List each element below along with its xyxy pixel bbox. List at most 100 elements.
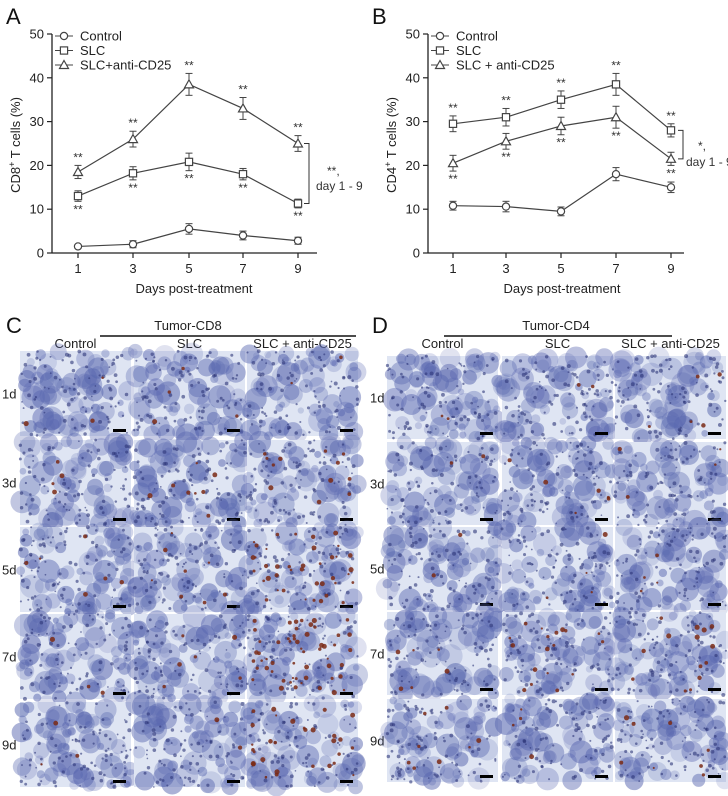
nucleus-dot xyxy=(208,351,212,355)
nucleus-dot xyxy=(188,550,192,553)
nucleus-dot xyxy=(137,559,141,563)
tissue-blob xyxy=(117,644,124,651)
nucleus-dot xyxy=(285,735,290,740)
nucleus-dot xyxy=(249,496,254,501)
nucleus-dot xyxy=(136,428,140,431)
tissue-blob xyxy=(615,518,633,536)
nucleus-dot xyxy=(213,598,217,603)
nucleus-dot xyxy=(265,414,268,417)
nucleus-dot xyxy=(53,375,58,380)
nucleus-dot xyxy=(543,667,547,671)
nucleus-dot xyxy=(665,446,667,449)
nucleus-dot xyxy=(288,744,292,747)
nucleus-dot xyxy=(518,415,521,418)
nucleus-dot xyxy=(72,382,76,386)
nucleus-dot xyxy=(28,512,32,516)
tissue-blob xyxy=(106,576,113,584)
tissue-blob xyxy=(219,602,227,610)
nucleus-dot xyxy=(617,688,620,691)
y-axis-label-main: CD8 xyxy=(8,167,23,193)
tissue-blob xyxy=(180,604,188,612)
tissue-blob xyxy=(344,636,367,659)
panel-letter-d: D xyxy=(372,313,388,338)
tissue-blob xyxy=(156,532,180,556)
nucleus-dot xyxy=(262,645,266,648)
micrograph-tile xyxy=(125,342,247,447)
nucleus-dot xyxy=(239,500,242,502)
nucleus-dot xyxy=(267,474,270,477)
nucleus-dot xyxy=(710,477,713,480)
tissue-blob xyxy=(395,353,407,364)
tissue-blob xyxy=(210,554,224,569)
stained-cell xyxy=(264,598,269,602)
tissue-blob xyxy=(138,464,156,482)
nucleus-dot xyxy=(139,625,144,630)
tissue-blob xyxy=(410,374,424,389)
nucleus-dot xyxy=(280,754,285,759)
stained-cell xyxy=(332,733,337,739)
tissue-blob xyxy=(315,669,322,676)
nucleus-dot xyxy=(504,600,506,603)
nucleus-dot xyxy=(253,467,257,471)
tissue-blob xyxy=(298,582,313,597)
nucleus-dot xyxy=(420,402,425,407)
tissue-blob xyxy=(55,615,74,633)
nucleus-dot xyxy=(591,686,596,691)
nucleus-dot xyxy=(304,581,307,584)
nucleus-dot xyxy=(616,360,620,364)
tissue-blob xyxy=(45,653,60,668)
stained-cell xyxy=(265,575,271,581)
tissue-blob xyxy=(157,615,166,624)
nucleus-dot xyxy=(450,481,455,486)
nucleus-dot xyxy=(613,490,618,494)
nucleus-dot xyxy=(511,413,515,418)
tissue-blob xyxy=(263,713,284,735)
nucleus-dot xyxy=(627,386,630,389)
nucleus-dot xyxy=(517,421,520,424)
tissue-blob xyxy=(385,547,396,557)
nucleus-dot xyxy=(630,382,635,387)
tissue-blob xyxy=(117,399,124,406)
nucleus-dot xyxy=(609,480,612,484)
nucleus-dot xyxy=(478,481,482,484)
stained-cell xyxy=(641,648,646,654)
nucleus-dot xyxy=(29,405,34,410)
nucleus-dot xyxy=(415,480,418,484)
nucleus-dot xyxy=(204,606,207,609)
tissue-blob xyxy=(175,431,198,453)
nucleus-dot xyxy=(246,549,249,552)
nucleus-dot xyxy=(121,696,125,700)
nucleus-dot xyxy=(73,494,77,498)
tissue-blob xyxy=(77,452,93,467)
nucleus-dot xyxy=(224,467,228,470)
tissue-blob xyxy=(333,401,340,408)
micrograph-tile xyxy=(127,518,253,624)
tissue-blob xyxy=(677,364,700,387)
nucleus-dot xyxy=(343,387,346,390)
stained-cell xyxy=(689,688,693,692)
stained-cell xyxy=(260,659,263,662)
nucleus-dot xyxy=(491,643,495,647)
tissue-blob xyxy=(87,357,109,379)
nucleus-dot xyxy=(422,405,427,409)
nucleus-dot xyxy=(173,536,176,539)
nucleus-dot xyxy=(84,506,87,509)
tissue-blob xyxy=(617,482,627,492)
tissue-blob xyxy=(646,618,659,631)
tissue-blob xyxy=(197,358,216,377)
tissue-blob xyxy=(208,360,226,377)
nucleus-dot xyxy=(21,421,25,424)
tissue-blob xyxy=(284,539,296,551)
nucleus-dot xyxy=(313,411,317,414)
tissue-blob xyxy=(97,549,107,559)
tissue-blob xyxy=(660,357,683,380)
stained-cell xyxy=(337,752,341,756)
nucleus-dot xyxy=(307,447,310,450)
tissue-blob xyxy=(276,362,301,387)
nucleus-dot xyxy=(425,623,430,628)
nucleus-dot xyxy=(71,681,74,685)
nucleus-dot xyxy=(204,668,209,673)
nucleus-dot xyxy=(528,420,533,425)
nucleus-dot xyxy=(297,515,302,520)
nucleus-dot xyxy=(389,643,393,647)
